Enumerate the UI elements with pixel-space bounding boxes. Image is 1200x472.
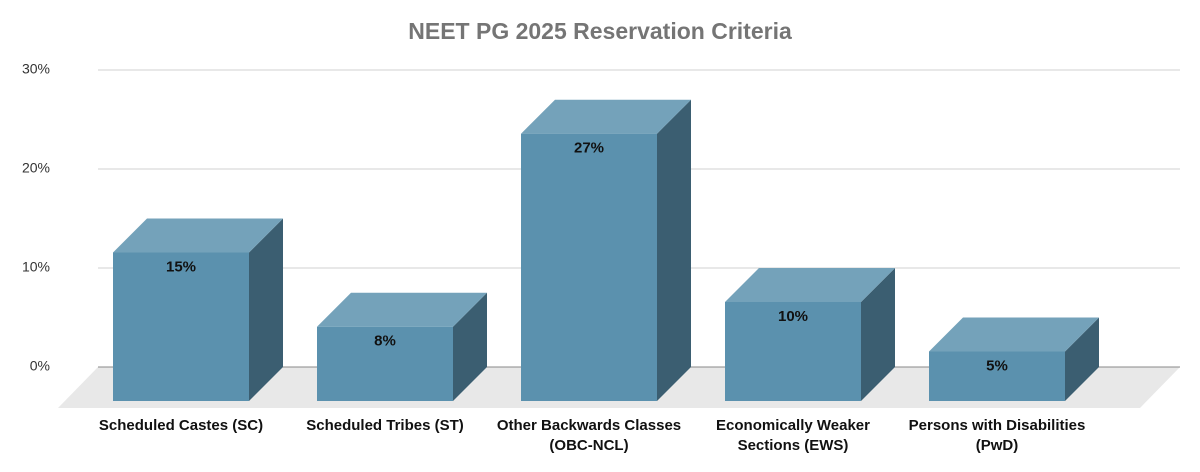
value-label: 27% — [574, 140, 604, 157]
bar-side — [1065, 317, 1099, 401]
x-tick-label: Other Backwards Classes (OBC-NCL) — [497, 417, 681, 454]
y-tick-label: 30% — [22, 61, 50, 77]
x-tick-label: Economically Weaker Sections (EWS) — [716, 417, 870, 454]
x-tick-label: Scheduled Tribes (ST) — [306, 417, 464, 434]
bar-side — [861, 268, 895, 401]
bar-top — [113, 218, 283, 253]
bar — [317, 326, 453, 401]
bar — [725, 302, 861, 401]
x-tick-label: Scheduled Castes (SC) — [99, 417, 263, 434]
chart-title: NEET PG 2025 Reservation Criteria — [408, 18, 792, 44]
value-label: 5% — [986, 357, 1008, 374]
bar-side — [657, 99, 691, 401]
bar-top — [929, 317, 1099, 352]
bar-top — [521, 99, 691, 134]
y-tick-label: 20% — [22, 160, 50, 176]
value-label: 8% — [374, 333, 396, 350]
bar-side — [453, 292, 487, 401]
value-label: 10% — [778, 308, 808, 325]
bar-top — [725, 268, 895, 302]
y-tick-label: 10% — [22, 259, 50, 275]
bar-side — [249, 218, 283, 401]
bar — [113, 252, 249, 401]
y-tick-label: 0% — [30, 358, 50, 374]
bar-top — [317, 292, 487, 327]
bar — [521, 133, 657, 401]
x-tick-label: Persons with Disabilities (PwD) — [909, 417, 1086, 454]
bar — [929, 351, 1065, 401]
value-label: 15% — [166, 258, 196, 275]
